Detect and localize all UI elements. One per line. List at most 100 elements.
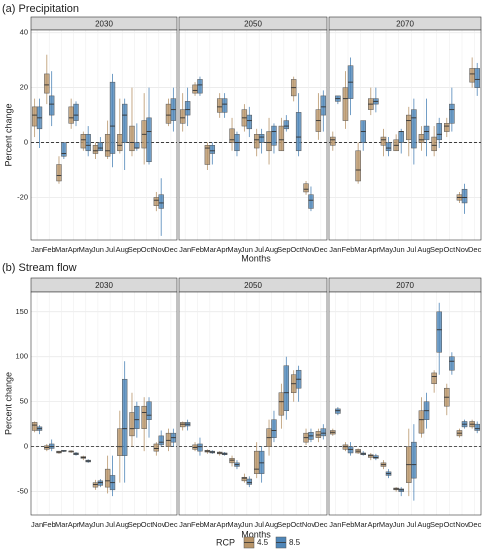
box [461, 188, 468, 204]
x-tick-label: Jun [241, 245, 253, 254]
x-tick-label: Jul [407, 245, 417, 254]
x-tick-label: Feb [43, 245, 56, 254]
box [418, 134, 425, 143]
box [129, 125, 135, 152]
x-tick-label: Sep [277, 245, 290, 254]
facet-label: 2070 [396, 20, 414, 29]
x-tick-label: Sep [128, 520, 141, 529]
x-axis-label: Months [241, 253, 271, 263]
box [221, 98, 228, 113]
x-tick-label: Apr [367, 520, 379, 529]
box [192, 84, 198, 94]
box [146, 401, 152, 420]
box [73, 103, 79, 121]
x-axis-label: Months [241, 529, 271, 539]
box [216, 98, 223, 113]
x-tick-label: Nov [455, 520, 469, 529]
x-tick-label: Sep [128, 245, 141, 254]
box [104, 134, 111, 157]
box [197, 79, 203, 94]
box [431, 372, 437, 384]
x-tick-label: Apr [367, 245, 379, 254]
box [31, 422, 38, 431]
x-tick-label: Sep [430, 245, 443, 254]
box [444, 123, 450, 132]
box [85, 134, 91, 152]
box [398, 131, 404, 143]
x-tick-label: Oct [290, 245, 303, 254]
box [423, 125, 430, 141]
x-tick-label: Aug [417, 245, 430, 254]
x-tick-label: Jun [92, 245, 104, 254]
panel [179, 292, 327, 515]
y-tick-label: 0 [24, 138, 28, 147]
x-tick-label: Oct [443, 520, 456, 529]
x-tick-label: Mar [55, 245, 68, 254]
legend-label: 4.5 [257, 538, 269, 547]
x-tick-label: Jul [407, 520, 417, 529]
box [253, 134, 260, 149]
panel-border [30, 291, 178, 516]
chart-title: (b) Stream flow [2, 262, 77, 274]
box [204, 145, 211, 165]
x-tick-label: Nov [302, 245, 316, 254]
box [61, 142, 67, 157]
box [380, 136, 387, 146]
box [449, 356, 455, 371]
x-tick-label: Jul [254, 520, 264, 529]
box [97, 142, 104, 152]
box [153, 443, 159, 452]
box [31, 106, 38, 127]
box [342, 87, 349, 121]
box [411, 441, 417, 479]
x-tick-label: Feb [342, 520, 355, 529]
panel [31, 30, 177, 240]
box [278, 125, 285, 152]
x-tick-label: Jul [105, 245, 115, 254]
x-tick-label: May [227, 520, 241, 529]
x-tick-label: Sep [430, 520, 443, 529]
y-tick-label: -50 [17, 487, 28, 496]
box [303, 183, 309, 193]
legend-label: 8.5 [289, 538, 301, 547]
panel [179, 30, 327, 240]
x-tick-label: May [227, 245, 241, 254]
y-tick-label: 40 [20, 28, 28, 37]
box [179, 109, 186, 124]
box [141, 405, 147, 429]
x-tick-label: Aug [116, 520, 129, 529]
x-tick-label: Nov [152, 520, 166, 529]
x-tick-label: May [79, 520, 93, 529]
box [418, 410, 425, 434]
box [278, 392, 285, 416]
x-tick-label: Jan [179, 520, 191, 529]
x-tick-label: Dec [314, 520, 328, 529]
y-axis-label: Percent change [3, 372, 13, 435]
box [165, 103, 172, 124]
x-tick-label: Mar [354, 245, 367, 254]
box [385, 142, 392, 152]
x-tick-label: Dec [468, 245, 482, 254]
box [295, 112, 302, 152]
x-tick-label: May [79, 245, 93, 254]
x-tick-label: Nov [302, 520, 316, 529]
y-tick-label: -20 [17, 192, 28, 201]
box [44, 73, 50, 94]
box [320, 428, 327, 437]
box [122, 103, 128, 143]
x-tick-label: Aug [265, 245, 278, 254]
box [355, 150, 361, 182]
x-tick-label: Jan [179, 245, 191, 254]
x-tick-label: Oct [141, 520, 154, 529]
box [104, 468, 111, 488]
box [258, 134, 265, 143]
x-tick-label: Jun [92, 520, 104, 529]
y-tick-label: 0 [24, 442, 28, 451]
x-tick-label: May [379, 520, 393, 529]
facet-label: 2050 [244, 281, 262, 290]
box [246, 478, 253, 485]
box [209, 145, 216, 154]
x-tick-label: Jul [105, 520, 115, 529]
box [134, 405, 140, 429]
